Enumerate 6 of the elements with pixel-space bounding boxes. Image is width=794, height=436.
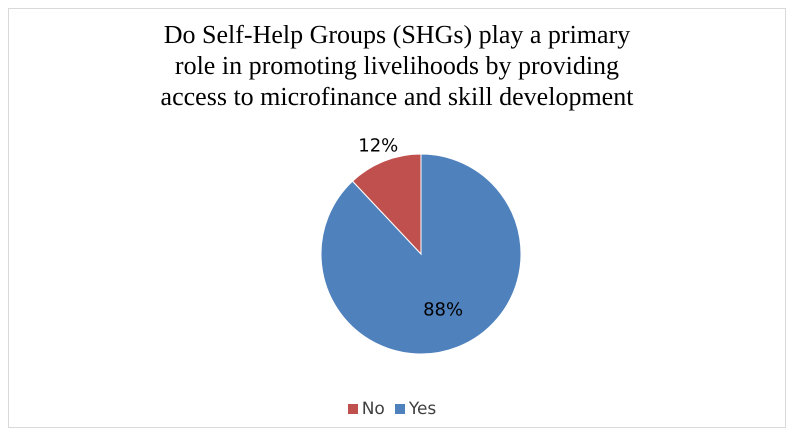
data-label: 88% [423,299,464,320]
legend-label: No [362,399,385,419]
legend-label: Yes [408,399,436,419]
pie-slice [320,154,522,354]
chart-title: Do Self-Help Groups (SHGs) play a primary role in promoting livelihoods by providing access to microfinance and skill development [160,19,634,112]
data-label: 12% [358,136,398,157]
